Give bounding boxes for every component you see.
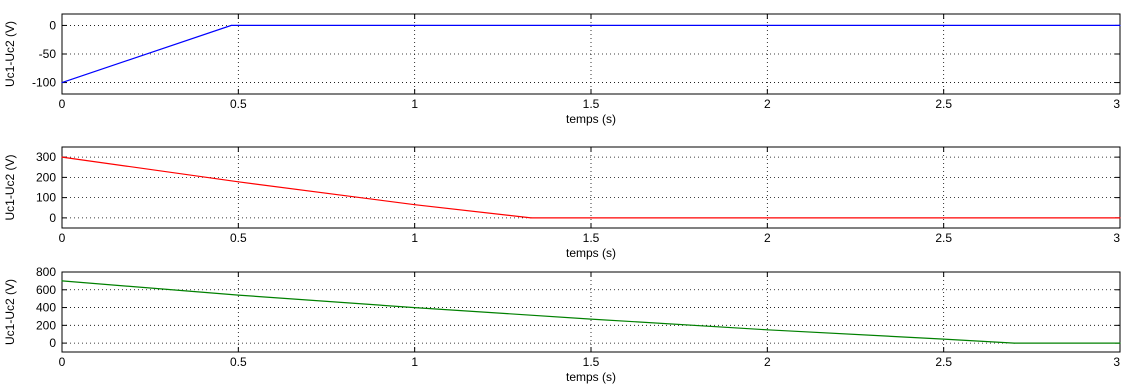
x-tick-label: 1.5 — [583, 231, 600, 245]
data-point — [237, 24, 239, 27]
series-line — [61, 156, 1120, 219]
data-point — [943, 24, 945, 27]
x-tick-label: 2 — [764, 97, 771, 111]
data-point — [61, 81, 63, 84]
y-axis-label: Uc1-Uc2 (V) — [3, 21, 17, 87]
y-tick-label: 200 — [36, 170, 56, 184]
x-tick-label: 1 — [411, 355, 418, 369]
series-line — [61, 24, 1120, 84]
x-tick-label: 1.5 — [583, 97, 600, 111]
data-point — [1119, 342, 1121, 344]
x-tick-label: 3 — [1113, 355, 1120, 369]
data-point — [414, 24, 416, 27]
data-point — [766, 24, 768, 27]
x-tick-label: 2 — [764, 231, 771, 245]
subplot-2: 0 0.5 1 1.5 2 2.5 3 300 200 100 0 temps (s) Uc1-Uc2 … — [3, 146, 1121, 260]
y-tick-label: 0 — [49, 336, 56, 350]
data-point — [590, 24, 592, 27]
x-axis-label: temps (s) — [566, 246, 616, 260]
x-tick-label: 0.5 — [230, 355, 247, 369]
data-point — [1119, 24, 1121, 27]
data-point — [237, 294, 239, 296]
y-tick-label: -100 — [32, 76, 56, 90]
data-point — [943, 217, 945, 219]
x-tick-label: 0 — [59, 355, 66, 369]
x-tick-label: 2.5 — [935, 355, 952, 369]
data-point — [237, 181, 239, 183]
data-point — [766, 329, 768, 331]
data-point — [61, 156, 63, 158]
x-axis-label: temps (s) — [566, 370, 616, 384]
x-tick-label: 2.5 — [935, 231, 952, 245]
data-point — [1119, 217, 1121, 219]
subplot-3: 0 0.5 1 1.5 2 2.5 3 800 600 400 200 0 temps (s) Uc1-U… — [3, 265, 1121, 384]
y-tick-label: -50 — [39, 47, 57, 61]
x-tick-label: 0 — [59, 231, 66, 245]
y-tick-label: 0 — [49, 211, 56, 225]
y-tick-label: 100 — [36, 191, 56, 205]
x-tick-label: 0.5 — [230, 231, 247, 245]
data-point — [414, 306, 416, 309]
y-tick-label: 400 — [36, 301, 56, 315]
data-point — [943, 338, 945, 340]
x-tick-label: 3 — [1113, 231, 1120, 245]
x-tick-label: 3 — [1113, 97, 1120, 111]
data-point — [1013, 342, 1015, 344]
y-tick-label: 600 — [36, 283, 56, 297]
x-axis-label: temps (s) — [566, 112, 616, 126]
x-tick-label: 1.5 — [583, 355, 600, 369]
x-tick-label: 0.5 — [230, 97, 247, 111]
y-tick-label: 0 — [49, 18, 56, 32]
y-axis-label: Uc1-Uc2 (V) — [3, 154, 17, 220]
data-point — [414, 204, 416, 206]
x-tick-label: 2.5 — [935, 97, 952, 111]
data-point — [61, 280, 63, 282]
y-tick-label: 300 — [36, 150, 56, 164]
x-tick-label: 0 — [59, 97, 66, 111]
data-point — [766, 217, 768, 219]
data-point — [230, 24, 232, 27]
data-point — [590, 318, 592, 320]
data-point — [530, 217, 532, 219]
data-point — [590, 217, 592, 219]
y-axis-label: Uc1-Uc2 (V) — [3, 279, 17, 345]
x-tick-label: 1 — [411, 231, 418, 245]
y-tick-label: 200 — [36, 318, 56, 332]
x-tick-label: 1 — [411, 97, 418, 111]
y-tick-label: 800 — [36, 265, 56, 279]
x-tick-label: 2 — [764, 355, 771, 369]
subplot-1: 0 0.5 1 1.5 2 2.5 3 0 -50 -100 temps (s) Uc1-Uc2 (V… — [3, 13, 1121, 126]
series-line — [61, 280, 1120, 344]
